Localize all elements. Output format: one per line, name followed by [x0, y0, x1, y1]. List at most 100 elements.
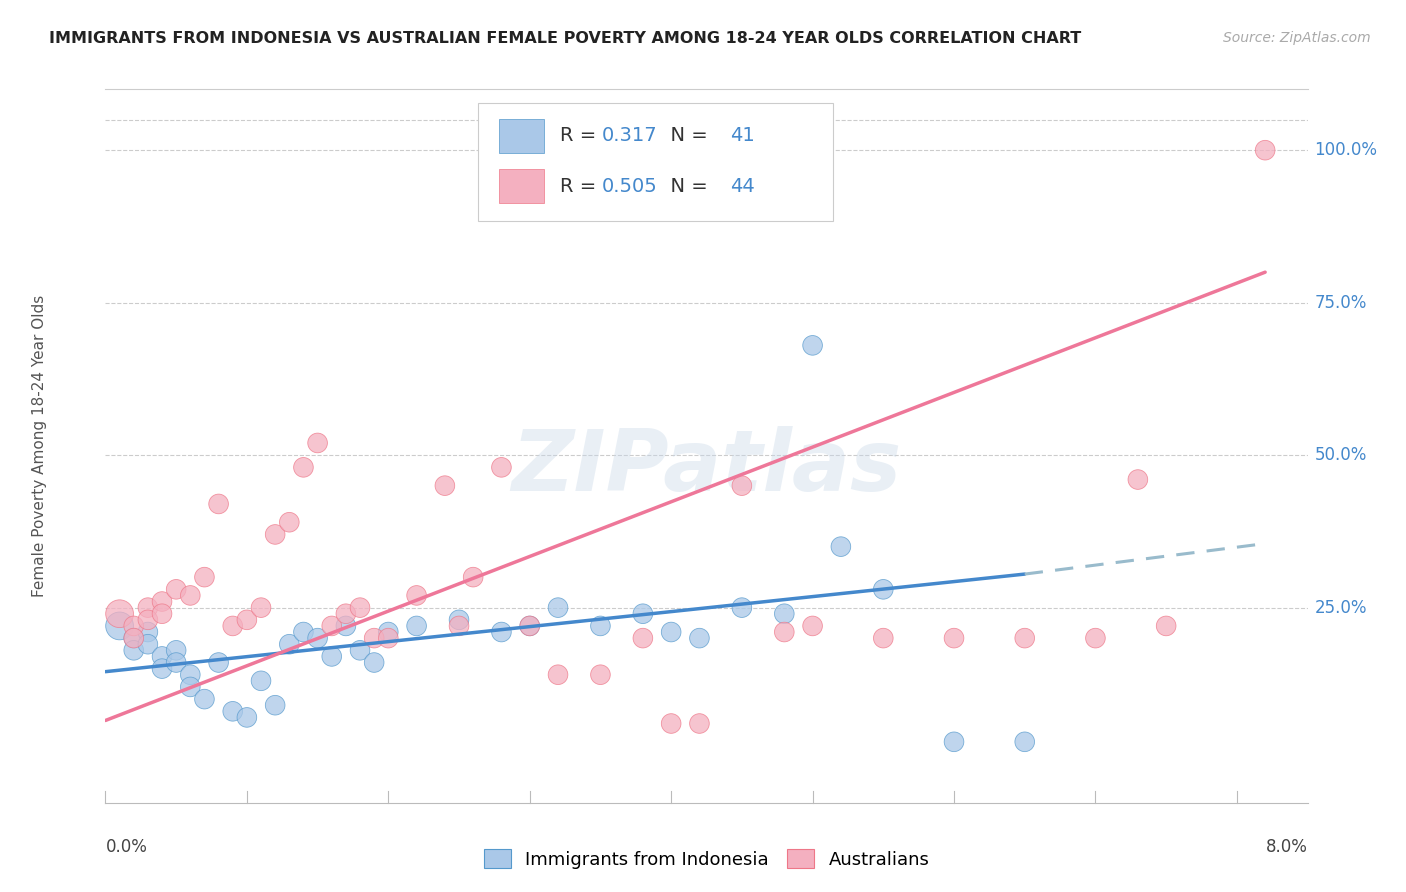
Point: [659, 716, 682, 731]
Point: [1254, 143, 1277, 157]
Point: [150, 607, 173, 621]
Text: 0.0%: 0.0%: [105, 838, 148, 856]
Point: [405, 619, 427, 633]
Point: [136, 637, 159, 651]
Point: [122, 631, 145, 645]
FancyBboxPatch shape: [478, 103, 832, 221]
Point: [688, 716, 710, 731]
Point: [363, 631, 385, 645]
Point: [122, 631, 145, 645]
Text: R =: R =: [560, 178, 602, 196]
Point: [292, 625, 315, 640]
Point: [943, 735, 966, 749]
FancyBboxPatch shape: [499, 169, 544, 203]
Text: Source: ZipAtlas.com: Source: ZipAtlas.com: [1223, 31, 1371, 45]
Point: [363, 656, 385, 670]
Point: [122, 643, 145, 657]
Point: [349, 600, 371, 615]
Point: [731, 478, 754, 492]
Point: [179, 680, 201, 694]
Point: [165, 582, 187, 597]
Text: 44: 44: [731, 178, 755, 196]
Point: [491, 460, 513, 475]
Text: 8.0%: 8.0%: [1265, 838, 1308, 856]
Point: [165, 643, 187, 657]
Point: [1084, 631, 1107, 645]
Point: [207, 497, 229, 511]
Text: ZIPatlas: ZIPatlas: [512, 425, 901, 509]
Point: [108, 619, 131, 633]
Text: 50.0%: 50.0%: [1315, 446, 1367, 464]
Point: [307, 631, 329, 645]
Point: [801, 338, 824, 352]
Point: [222, 704, 245, 718]
Text: 0.505: 0.505: [602, 178, 658, 196]
Point: [150, 594, 173, 608]
Point: [631, 607, 654, 621]
Point: [179, 589, 201, 603]
Point: [349, 643, 371, 657]
Point: [1014, 735, 1036, 749]
Point: [463, 570, 485, 584]
Point: [519, 619, 541, 633]
Text: N =: N =: [658, 126, 714, 145]
Point: [830, 540, 852, 554]
Point: [165, 656, 187, 670]
Point: [278, 515, 301, 529]
Point: [589, 619, 612, 633]
Text: Female Poverty Among 18-24 Year Olds: Female Poverty Among 18-24 Year Olds: [32, 295, 46, 597]
Point: [1154, 619, 1177, 633]
Point: [1014, 631, 1036, 645]
Point: [943, 631, 966, 645]
Point: [264, 527, 287, 541]
Text: 100.0%: 100.0%: [1315, 141, 1378, 159]
Point: [377, 631, 399, 645]
Point: [447, 613, 470, 627]
Point: [193, 570, 215, 584]
Point: [688, 631, 710, 645]
Point: [236, 710, 259, 724]
Point: [321, 649, 343, 664]
Point: [547, 667, 569, 681]
Point: [278, 637, 301, 651]
Point: [250, 673, 273, 688]
Point: [731, 600, 754, 615]
Point: [335, 619, 357, 633]
FancyBboxPatch shape: [499, 120, 544, 153]
Point: [307, 436, 329, 450]
Point: [589, 667, 612, 681]
Text: N =: N =: [658, 178, 714, 196]
Point: [773, 625, 796, 640]
Point: [1126, 473, 1149, 487]
Point: [519, 619, 541, 633]
Point: [150, 649, 173, 664]
Point: [136, 625, 159, 640]
Point: [207, 656, 229, 670]
Point: [659, 625, 682, 640]
Point: [179, 667, 201, 681]
Text: 25.0%: 25.0%: [1315, 599, 1367, 616]
Point: [377, 625, 399, 640]
Text: 0.317: 0.317: [602, 126, 658, 145]
Point: [150, 662, 173, 676]
Point: [801, 619, 824, 633]
Point: [433, 478, 456, 492]
Legend: Immigrants from Indonesia, Australians: Immigrants from Indonesia, Australians: [477, 842, 936, 876]
Point: [136, 600, 159, 615]
Point: [335, 607, 357, 621]
Text: 41: 41: [731, 126, 755, 145]
Point: [547, 600, 569, 615]
Text: R =: R =: [560, 126, 602, 145]
Point: [236, 613, 259, 627]
Point: [136, 613, 159, 627]
Point: [292, 460, 315, 475]
Point: [447, 619, 470, 633]
Point: [491, 625, 513, 640]
Point: [264, 698, 287, 713]
Point: [872, 631, 894, 645]
Point: [108, 607, 131, 621]
Point: [321, 619, 343, 633]
Point: [872, 582, 894, 597]
Point: [631, 631, 654, 645]
Text: IMMIGRANTS FROM INDONESIA VS AUSTRALIAN FEMALE POVERTY AMONG 18-24 YEAR OLDS COR: IMMIGRANTS FROM INDONESIA VS AUSTRALIAN …: [49, 31, 1081, 46]
